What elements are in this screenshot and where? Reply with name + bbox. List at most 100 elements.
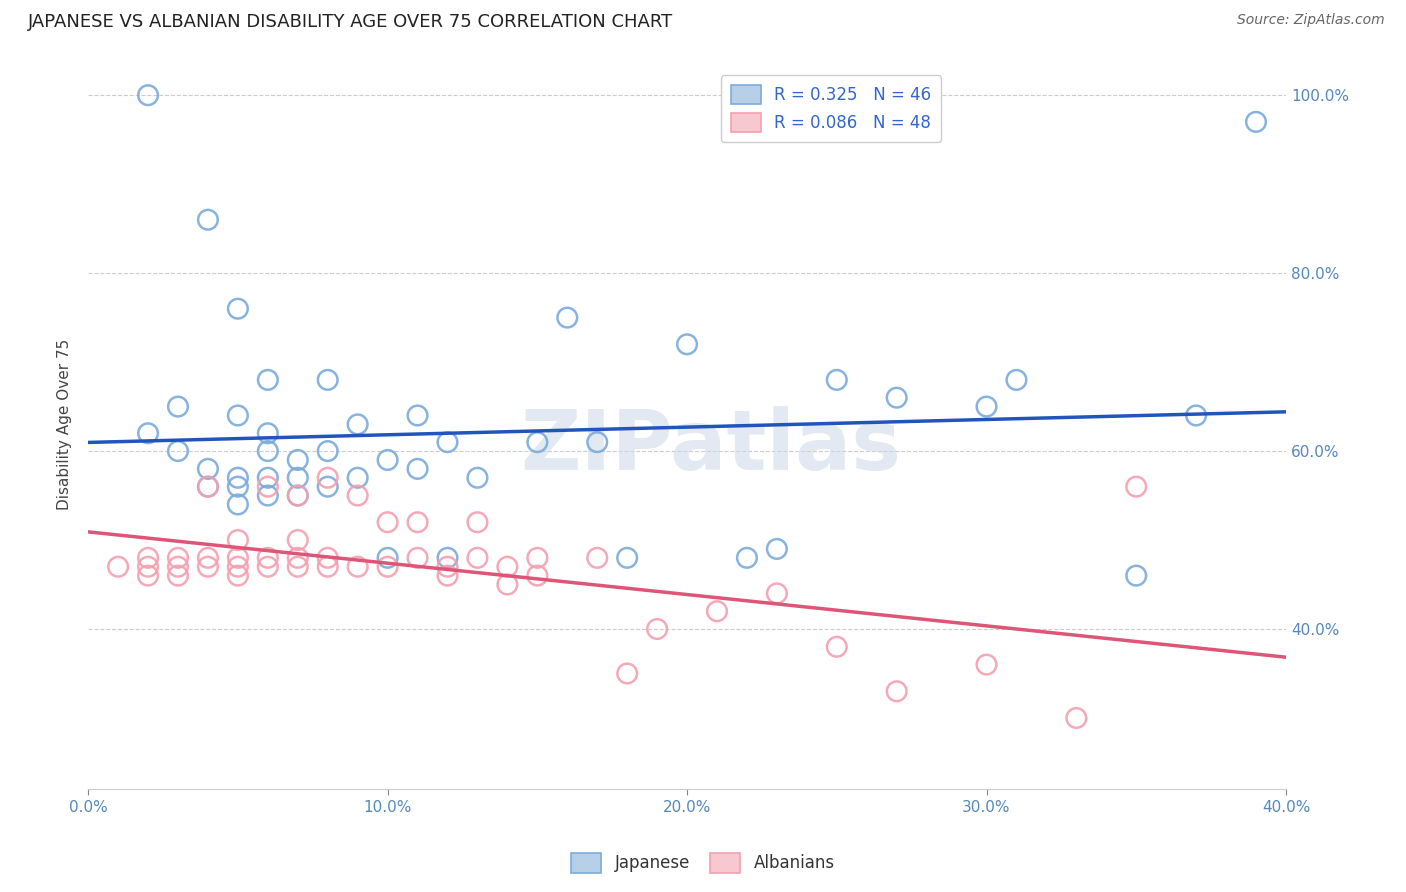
Point — [136, 426, 159, 441]
Point — [226, 568, 249, 582]
Point — [1005, 373, 1028, 387]
Point — [197, 480, 219, 494]
Y-axis label: Disability Age Over 75: Disability Age Over 75 — [58, 339, 72, 510]
Point — [526, 550, 548, 565]
Point — [377, 559, 399, 574]
Point — [167, 444, 190, 458]
Point — [436, 568, 458, 582]
Point — [645, 622, 668, 636]
Point — [226, 409, 249, 423]
Point — [136, 550, 159, 565]
Point — [226, 559, 249, 574]
Point — [496, 559, 519, 574]
Point — [226, 498, 249, 512]
Point — [226, 301, 249, 316]
Point — [197, 559, 219, 574]
Point — [287, 533, 309, 547]
Point — [377, 550, 399, 565]
Point — [167, 568, 190, 582]
Point — [197, 462, 219, 476]
Point — [706, 604, 728, 618]
Point — [197, 480, 219, 494]
Point — [735, 550, 758, 565]
Point — [197, 212, 219, 227]
Legend: Japanese, Albanians: Japanese, Albanians — [565, 847, 841, 880]
Point — [107, 559, 129, 574]
Point — [346, 417, 368, 432]
Point — [526, 435, 548, 450]
Point — [256, 444, 278, 458]
Point — [256, 426, 278, 441]
Point — [197, 550, 219, 565]
Point — [467, 515, 489, 529]
Point — [316, 444, 339, 458]
Point — [136, 88, 159, 103]
Point — [436, 435, 458, 450]
Point — [346, 559, 368, 574]
Point — [766, 586, 789, 600]
Point — [226, 550, 249, 565]
Point — [287, 559, 309, 574]
Point — [616, 666, 638, 681]
Point — [287, 471, 309, 485]
Point — [616, 550, 638, 565]
Point — [377, 515, 399, 529]
Point — [436, 550, 458, 565]
Point — [226, 480, 249, 494]
Point — [256, 471, 278, 485]
Point — [1185, 409, 1208, 423]
Point — [316, 471, 339, 485]
Point — [1244, 115, 1267, 129]
Point — [825, 640, 848, 654]
Point — [346, 471, 368, 485]
Point — [586, 550, 609, 565]
Point — [226, 533, 249, 547]
Point — [316, 373, 339, 387]
Point — [886, 391, 908, 405]
Point — [766, 541, 789, 556]
Point — [316, 480, 339, 494]
Point — [316, 559, 339, 574]
Point — [467, 550, 489, 565]
Point — [976, 657, 998, 672]
Point — [976, 400, 998, 414]
Legend: R = 0.325   N = 46, R = 0.086   N = 48: R = 0.325 N = 46, R = 0.086 N = 48 — [720, 75, 941, 142]
Text: ZIPatlas: ZIPatlas — [520, 406, 901, 487]
Point — [256, 550, 278, 565]
Point — [496, 577, 519, 591]
Point — [256, 373, 278, 387]
Point — [825, 373, 848, 387]
Point — [526, 568, 548, 582]
Point — [136, 559, 159, 574]
Point — [676, 337, 699, 351]
Point — [316, 550, 339, 565]
Point — [256, 489, 278, 503]
Point — [467, 471, 489, 485]
Point — [346, 489, 368, 503]
Point — [377, 453, 399, 467]
Point — [586, 435, 609, 450]
Point — [1125, 568, 1147, 582]
Point — [287, 453, 309, 467]
Point — [1125, 480, 1147, 494]
Point — [287, 489, 309, 503]
Point — [406, 409, 429, 423]
Point — [136, 568, 159, 582]
Point — [167, 559, 190, 574]
Point — [167, 550, 190, 565]
Point — [287, 489, 309, 503]
Point — [287, 550, 309, 565]
Point — [167, 400, 190, 414]
Text: Source: ZipAtlas.com: Source: ZipAtlas.com — [1237, 13, 1385, 28]
Point — [886, 684, 908, 698]
Text: JAPANESE VS ALBANIAN DISABILITY AGE OVER 75 CORRELATION CHART: JAPANESE VS ALBANIAN DISABILITY AGE OVER… — [28, 13, 673, 31]
Point — [406, 550, 429, 565]
Point — [555, 310, 578, 325]
Point — [256, 559, 278, 574]
Point — [226, 471, 249, 485]
Point — [406, 515, 429, 529]
Point — [256, 480, 278, 494]
Point — [406, 462, 429, 476]
Point — [436, 559, 458, 574]
Point — [1066, 711, 1088, 725]
